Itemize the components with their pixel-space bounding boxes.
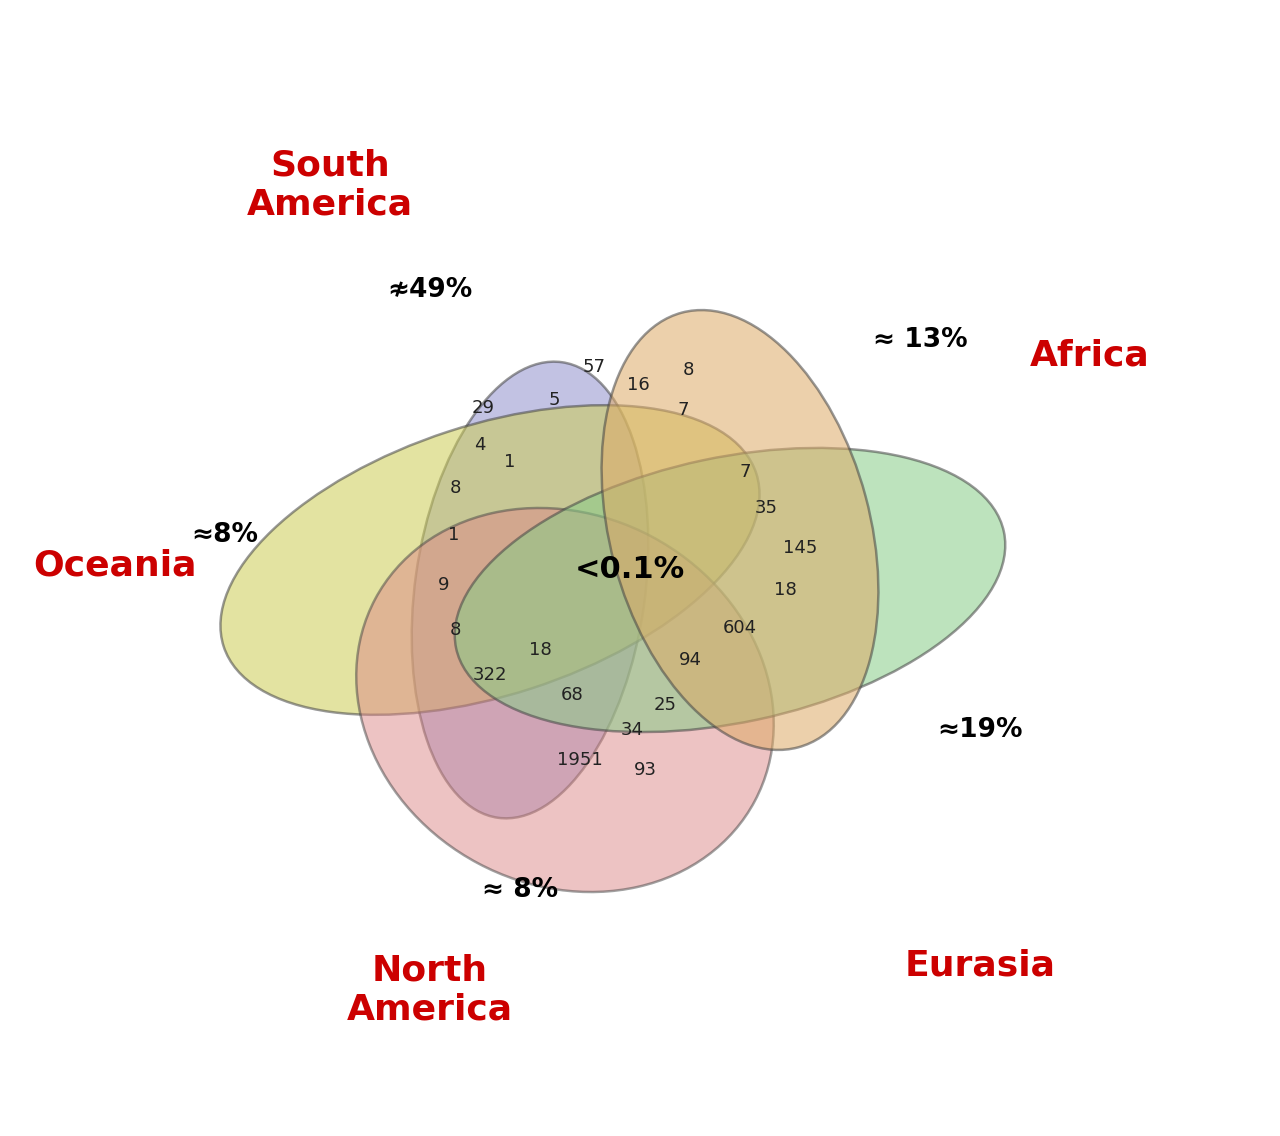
Text: 1951: 1951 xyxy=(557,751,603,769)
Text: 8: 8 xyxy=(449,479,461,498)
Text: South
America: South America xyxy=(247,149,413,222)
Text: North
America: North America xyxy=(347,953,513,1027)
Text: 7: 7 xyxy=(740,463,751,481)
Text: 5: 5 xyxy=(548,391,559,409)
Ellipse shape xyxy=(356,508,773,892)
Text: 93: 93 xyxy=(634,761,657,779)
Text: 8: 8 xyxy=(449,621,461,638)
Text: 1: 1 xyxy=(504,453,516,471)
Text: 18: 18 xyxy=(773,580,796,599)
Text: 1: 1 xyxy=(448,526,460,544)
Ellipse shape xyxy=(412,361,648,818)
Text: 29: 29 xyxy=(471,399,494,417)
Text: 34: 34 xyxy=(621,721,644,740)
Text: 68: 68 xyxy=(561,686,584,704)
Text: ≈ 13%: ≈ 13% xyxy=(873,327,968,353)
Text: 145: 145 xyxy=(783,538,817,557)
Text: ≈8%: ≈8% xyxy=(192,523,259,548)
Ellipse shape xyxy=(220,406,759,715)
Text: ≈19%: ≈19% xyxy=(937,717,1023,743)
Text: 35: 35 xyxy=(754,499,777,517)
Text: 7: 7 xyxy=(677,401,689,419)
Ellipse shape xyxy=(602,310,878,750)
Text: 94: 94 xyxy=(678,651,701,669)
Text: ≉49%: ≉49% xyxy=(388,277,472,303)
Text: 604: 604 xyxy=(723,619,756,637)
Text: 18: 18 xyxy=(529,641,552,659)
Text: 16: 16 xyxy=(627,376,649,394)
Text: 57: 57 xyxy=(582,358,605,376)
Ellipse shape xyxy=(454,448,1005,732)
Text: <0.1%: <0.1% xyxy=(575,556,685,585)
Text: 9: 9 xyxy=(438,576,449,594)
Text: 8: 8 xyxy=(682,361,694,379)
Text: 322: 322 xyxy=(472,666,507,684)
Text: Eurasia: Eurasia xyxy=(905,949,1056,982)
Text: 4: 4 xyxy=(475,436,485,454)
Text: Oceania: Oceania xyxy=(33,548,197,582)
Text: 25: 25 xyxy=(654,696,677,715)
Text: ≈ 8%: ≈ 8% xyxy=(483,877,558,903)
Text: Africa: Africa xyxy=(1030,339,1149,371)
